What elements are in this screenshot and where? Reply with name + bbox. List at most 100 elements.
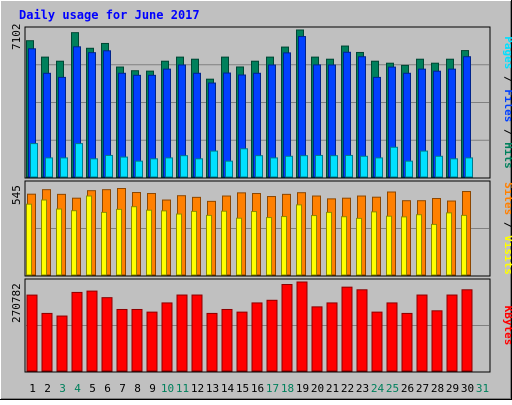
pages-bar	[225, 160, 233, 178]
pages-bar	[390, 146, 398, 178]
x-tick-label: 10	[161, 382, 174, 395]
x-tick-label: 13	[206, 382, 219, 395]
panel3-ymax-label: 270782	[10, 283, 23, 323]
sites-bar	[401, 216, 407, 276]
sites-bar	[176, 213, 182, 276]
kbytes-bar	[461, 289, 473, 372]
sites-bar	[431, 223, 437, 276]
kbytes-bar	[281, 284, 293, 372]
series-labels: Pages / Files / Hits Sites / Visits KBytes	[502, 36, 512, 345]
kbytes-bar	[401, 312, 413, 372]
pages-bar	[45, 157, 53, 178]
sites-bar	[251, 211, 257, 276]
pages-bar	[165, 157, 173, 178]
pages-bar	[240, 148, 248, 178]
kbytes-bar	[296, 281, 308, 372]
x-tick-label: 7	[119, 382, 126, 395]
kbytes-bar	[311, 306, 323, 372]
pages-bar	[120, 156, 128, 178]
x-tick-label: 20	[311, 382, 324, 395]
kbytes-bar	[191, 294, 203, 372]
panel2-ymax-label: 545	[10, 185, 23, 205]
panel1-ymax-label: 7102	[10, 24, 23, 51]
sites-bar	[371, 211, 377, 276]
sites-bar	[26, 203, 32, 276]
kbytes-bar	[26, 294, 38, 372]
sites-bar	[416, 214, 422, 276]
kbytes-bar	[56, 315, 68, 372]
pages-bar	[255, 155, 263, 178]
kbytes-bar	[41, 312, 53, 372]
x-tick-label: 17	[266, 382, 279, 395]
x-tick-label: 22	[341, 382, 354, 395]
x-tick-label: 12	[191, 382, 204, 395]
sites-bar	[71, 210, 77, 276]
x-tick-label: 25	[386, 382, 399, 395]
sites-bar	[446, 212, 452, 276]
pages-bar	[465, 157, 473, 178]
sites-bar	[56, 208, 62, 276]
pages-bar	[285, 155, 293, 178]
sites-bar	[386, 215, 392, 276]
kbytes-bar	[326, 302, 338, 372]
pages-bar	[75, 143, 83, 178]
kbytes-bar	[131, 308, 143, 372]
sites-bar	[296, 204, 302, 276]
sites-bar	[41, 199, 47, 276]
kbytes-bar	[356, 289, 368, 372]
kbytes-bar	[206, 312, 218, 372]
series-label-visits: Visits	[502, 235, 512, 275]
sites-bar	[101, 211, 107, 276]
pages-bar	[300, 155, 308, 178]
x-tick-label: 4	[74, 382, 81, 395]
kbytes-bar	[341, 286, 353, 372]
pages-bar	[405, 160, 413, 178]
series-label-separator: /	[502, 215, 512, 235]
x-tick-label: 19	[296, 382, 309, 395]
kbytes-bar	[176, 294, 188, 372]
x-tick-label: 2	[44, 382, 51, 395]
x-tick-label: 30	[461, 382, 474, 395]
kbytes-bar	[446, 294, 458, 372]
series-label-separator: /	[502, 69, 512, 89]
pages-bar	[330, 155, 338, 178]
x-tick-label: 14	[221, 382, 235, 395]
pages-bar	[450, 158, 458, 178]
pages-bar	[150, 158, 158, 178]
pages-bar	[195, 158, 203, 178]
pages-bar	[105, 154, 113, 178]
sites-bar	[131, 206, 137, 276]
pages-bar	[210, 150, 218, 178]
sites-bar	[116, 208, 122, 276]
pages-bar	[360, 155, 368, 178]
x-tick-label: 5	[89, 382, 96, 395]
x-tick-label: 1	[29, 382, 36, 395]
pages-bar	[180, 155, 188, 178]
x-tick-label: 24	[371, 382, 385, 395]
sites-bar	[311, 215, 317, 276]
sites-bar	[356, 217, 362, 276]
pages-bar	[90, 158, 98, 178]
pages-bar	[135, 160, 143, 178]
sites-bar	[461, 214, 467, 276]
pages-bar	[375, 157, 383, 178]
x-tick-label: 8	[134, 382, 141, 395]
panel-3-series-label: KBytes	[502, 306, 512, 346]
kbytes-bar	[71, 291, 83, 372]
x-tick-label: 9	[149, 382, 156, 395]
x-tick-label: 11	[176, 382, 189, 395]
kbytes-bar	[101, 297, 113, 372]
x-tick-label: 27	[416, 382, 429, 395]
x-tick-label: 16	[251, 382, 264, 395]
sites-bar	[86, 195, 92, 276]
x-tick-label: 23	[356, 382, 369, 395]
sites-bar	[191, 210, 197, 276]
pages-bar	[270, 157, 278, 178]
series-label-separator: /	[502, 122, 512, 142]
sites-bar	[146, 209, 152, 276]
pages-bar	[60, 157, 68, 178]
kbytes-bar	[386, 302, 398, 372]
series-label-files: Files	[502, 89, 512, 122]
